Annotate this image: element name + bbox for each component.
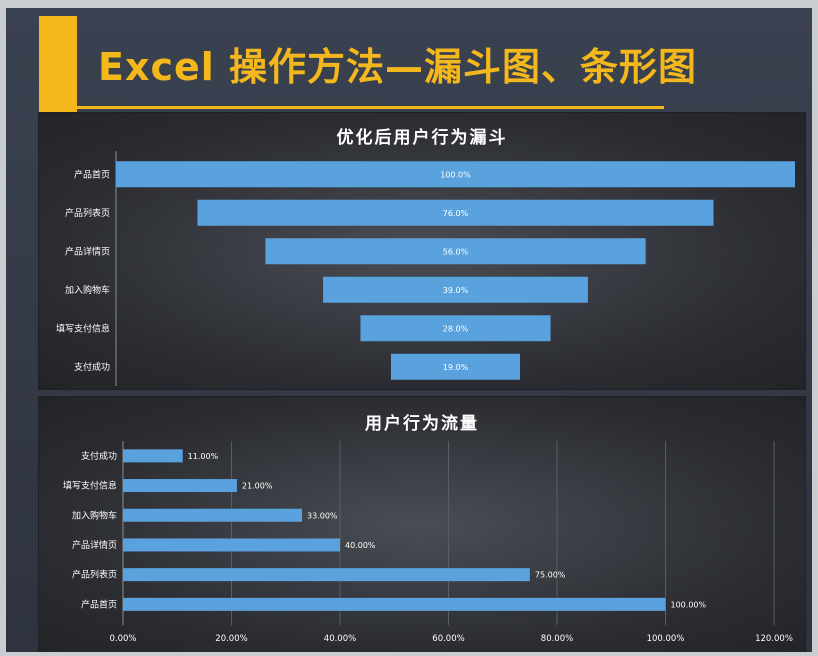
funnel-category-label-item-2: 产品列表页 [65,207,110,219]
bar-item-2 [123,479,237,493]
funnel-data-label-item-3: 56.0% [443,247,469,256]
funnel-category-label-item-6: 支付成功 [74,361,110,373]
funnel-data-label-item-4: 39.0% [443,286,469,295]
bar-x-tick-label-item-2: 20.00% [215,634,247,644]
title-accent-bar [39,16,77,116]
funnel-data-label-item-5: 28.0% [443,324,469,333]
bar-x-tick-label-item-6: 100.00% [647,634,685,644]
bar-item-6 [123,597,666,611]
bar-chart: 0.00% 20.00% 40.00% 60.00% 80.00% 100.00% 120.… [63,441,793,644]
funnel-data-label-item-6: 19.0% [443,363,469,372]
title-underline [39,106,664,109]
bar-category-label-item-3: 加入购物车 [72,509,117,521]
slide-title: Excel 操作方法—漏斗图、条形图 [98,45,698,89]
bar-data-label-item-2: 21.00% [242,482,273,491]
funnel-category-label-item-5: 填写支付信息 [56,322,110,334]
bar-x-tick-label-item-3: 40.00% [324,634,356,644]
bar-data-label-item-6: 100.00% [671,600,707,609]
funnel-data-label-item-1: 100.0% [440,170,471,179]
bar-item-4 [123,538,340,552]
bar-chart-title: 用户行为流量 [365,414,479,434]
funnel-bar-item-3 [265,238,646,265]
funnel-bar-item-6 [390,353,521,380]
funnel-chart-title: 优化后用户行为漏斗 [336,128,508,148]
bar-x-tick-label-item-1: 0.00% [109,634,136,644]
bar-data-label-item-1: 11.00% [188,452,219,461]
funnel-bar-item-4 [323,276,588,303]
bar-category-label-item-4: 产品详情页 [72,539,117,551]
funnel-bar-item-1 [116,161,795,188]
funnel-data-label-item-2: 76.0% [443,209,469,218]
bar-data-label-item-4: 40.00% [345,541,376,550]
funnel-category-label-item-3: 产品详情页 [65,245,110,257]
bar-x-tick-label-item-7: 120.00% [755,634,793,644]
bar-data-label-item-5: 75.00% [535,571,566,580]
funnel-category-label-item-4: 加入购物车 [65,284,110,296]
funnel-category-label-item-1: 产品首页 [74,168,110,180]
funnel-chart: 100.0% 产品首页 76.0% 产品列表页 56.0% 产品详情页 39.0% 加入购物车… [56,151,795,386]
bar-x-tick-label-item-5: 80.00% [541,634,573,644]
bar-data-label-item-3: 33.00% [307,511,338,520]
funnel-bar-item-5 [360,315,551,342]
bar-item-3 [123,508,303,522]
bar-item-5 [123,568,530,582]
bar-item-1 [123,449,183,463]
slide: Excel 操作方法—漏斗图、条形图 优化后用户行为漏斗 100.0% 产品首页 7… [6,8,812,652]
bar-category-label-item-2: 填写支付信息 [63,480,117,492]
funnel-bar-item-2 [197,199,714,226]
bar-category-label-item-5: 产品列表页 [72,569,117,581]
funnel-chart-panel: 优化后用户行为漏斗 100.0% 产品首页 76.0% 产品列表页 56.0% 产品详情页… [38,112,806,390]
bar-category-label-item-6: 产品首页 [81,598,117,610]
bar-category-label-item-1: 支付成功 [81,450,117,462]
bar-x-tick-label-item-4: 60.00% [432,634,464,644]
bar-chart-panel: 用户行为流量 0.00% 20.00% 40.00% 60.00% 80.00% 100.… [38,396,806,652]
